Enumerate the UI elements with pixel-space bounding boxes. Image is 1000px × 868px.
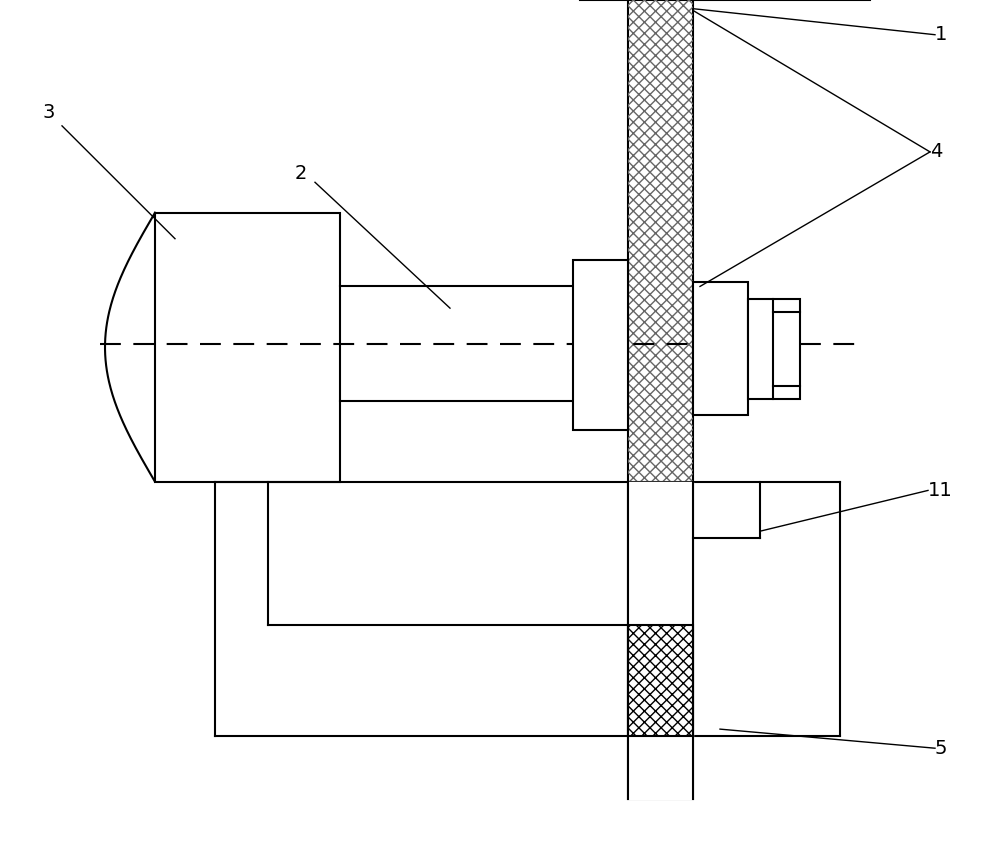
Text: 1: 1 bbox=[935, 25, 947, 44]
Bar bbox=[628, 625, 693, 736]
Bar bbox=[748, 299, 800, 399]
Text: 2: 2 bbox=[295, 164, 307, 183]
Bar bbox=[628, 0, 693, 799]
Text: 4: 4 bbox=[930, 142, 942, 161]
Bar bbox=[573, 260, 628, 430]
Bar bbox=[628, 0, 693, 799]
Polygon shape bbox=[628, 482, 693, 799]
Text: 5: 5 bbox=[935, 739, 948, 758]
Text: 11: 11 bbox=[928, 481, 953, 500]
Text: 3: 3 bbox=[42, 103, 54, 122]
Bar bbox=[693, 282, 748, 415]
Bar bbox=[155, 213, 340, 482]
